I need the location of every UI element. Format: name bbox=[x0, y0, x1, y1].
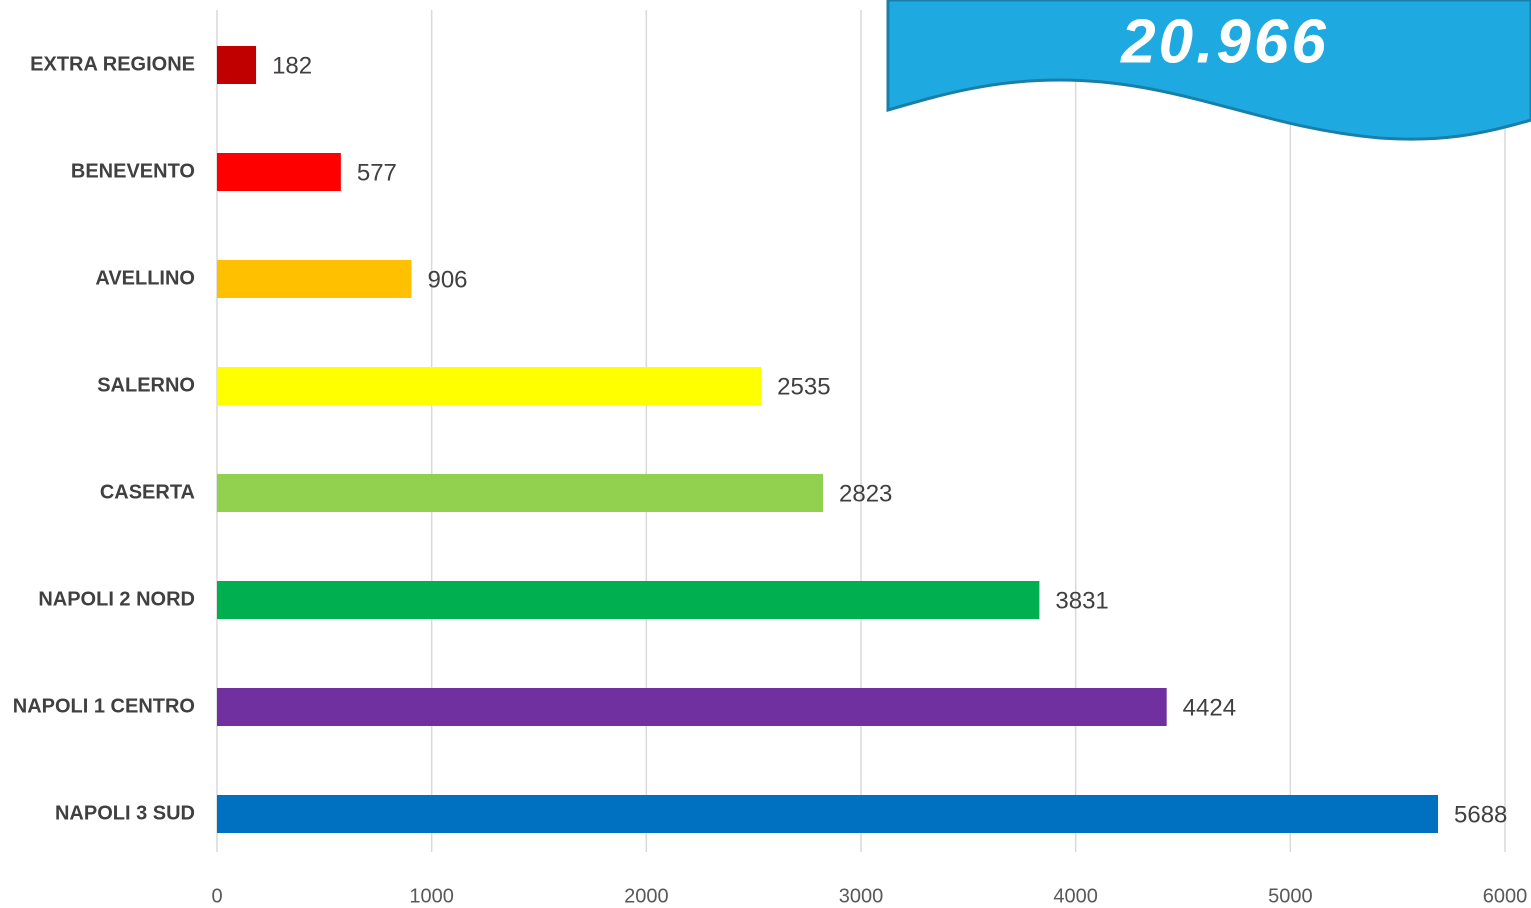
grid: 0 1000 2000 3000 4000 5000 6000 bbox=[211, 10, 1527, 907]
x-tick-label: 6000 bbox=[1483, 885, 1528, 907]
value-label: 4424 bbox=[1183, 694, 1236, 721]
value-label: 182 bbox=[272, 52, 312, 79]
total-banner bbox=[886, 0, 1531, 141]
bar bbox=[217, 688, 1167, 726]
value-label: 906 bbox=[427, 266, 467, 293]
y-tick-label: NAPOLI 2 NORD bbox=[38, 588, 195, 610]
total-annotation: 20.966 bbox=[1120, 7, 1329, 76]
x-tick-label: 3000 bbox=[839, 885, 884, 907]
bar bbox=[217, 795, 1439, 833]
y-tick-label: CASERTA bbox=[100, 481, 195, 503]
bar bbox=[217, 474, 824, 512]
y-tick-label: EXTRA REGIONE bbox=[30, 53, 195, 75]
value-label: 2823 bbox=[839, 480, 892, 507]
x-tick-label: 2000 bbox=[624, 885, 669, 907]
y-tick-label: BENEVENTO bbox=[71, 160, 195, 182]
y-tick-label: SALERNO bbox=[97, 374, 195, 396]
x-tick-label: 4000 bbox=[1053, 885, 1098, 907]
y-tick-label: NAPOLI 1 CENTRO bbox=[13, 695, 195, 717]
value-label: 3831 bbox=[1055, 587, 1108, 614]
x-tick-label: 5000 bbox=[1268, 885, 1313, 907]
y-tick-label: AVELLINO bbox=[95, 267, 195, 289]
x-tick-label: 1000 bbox=[409, 885, 454, 907]
plot-area: EXTRA REGIONE 182 BENEVENTO 577 AVELLINO 906 S… bbox=[13, 46, 1507, 833]
y-tick-label: NAPOLI 3 SUD bbox=[55, 802, 195, 824]
value-label: 2535 bbox=[777, 373, 830, 400]
bar bbox=[217, 581, 1040, 619]
value-label: 577 bbox=[357, 159, 397, 186]
bar bbox=[217, 260, 412, 298]
bar bbox=[217, 46, 257, 84]
value-label: 5688 bbox=[1454, 801, 1507, 828]
bar bbox=[217, 153, 341, 191]
x-tick-label: 0 bbox=[211, 885, 222, 907]
bar bbox=[217, 367, 762, 405]
